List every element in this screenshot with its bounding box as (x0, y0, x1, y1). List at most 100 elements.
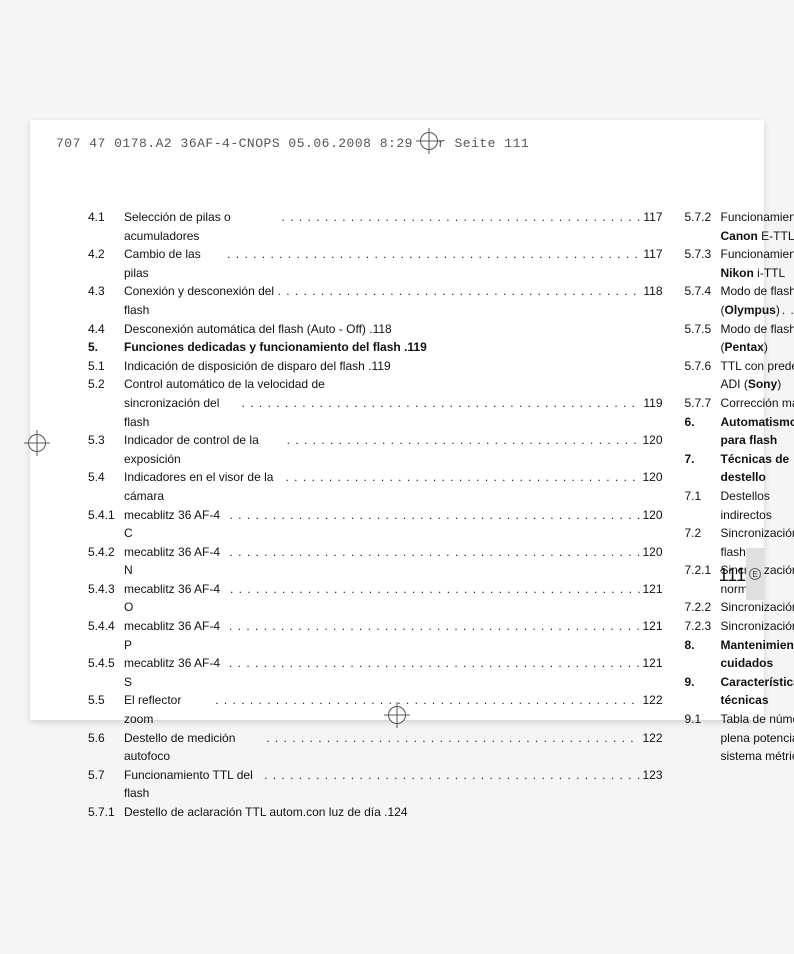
toc-number: 5.1 (88, 357, 124, 376)
toc-entry: 7.2.2 Sincronización a la 2ªcortinilla (… (685, 598, 794, 617)
toc-page: 120 (642, 506, 662, 525)
toc-title: Automatismo programado para flash (721, 413, 794, 450)
toc-title: Conexión y desconexión del flash (124, 282, 276, 319)
toc-page: .124 (381, 803, 408, 822)
toc-title: Modo de flash TTL con predestellos de me… (721, 282, 794, 301)
toc-entry: 5.7.6 TTL con predestello y medición ADI… (685, 357, 794, 394)
toc-leader (266, 729, 640, 748)
page-number: 111 (719, 565, 746, 586)
toc-entry: 7.2.3 Sincronización de velocidad lenta … (685, 617, 794, 636)
toc-number: 5.4.3 (88, 580, 124, 599)
toc-leader (278, 282, 642, 301)
toc-number: 5.6 (88, 729, 124, 748)
toc-title: TTL con predestello y medición ADI (Sony… (721, 357, 794, 394)
toc-number: 9.1 (685, 710, 721, 729)
toc-number: 5.4.5 (88, 654, 124, 673)
toc-page: 118 (643, 282, 662, 301)
toc-title: Sincronización a la 2ªcortinilla (modo R… (721, 598, 794, 617)
toc-entry: 4.3 Conexión y desconexión del flash 118 (88, 282, 663, 319)
toc-leader (229, 506, 640, 525)
toc-page: 121 (642, 580, 662, 599)
toc-number: 4.3 (88, 282, 124, 301)
toc-entry: 5.4.2 mecablitz 36 AF-4 N 120 (88, 543, 663, 580)
toc-column-right: 5.7.2 Funcionamiento del flash Canon E-T… (685, 208, 794, 822)
toc-number: 5.3 (88, 431, 124, 450)
language-tab: E (746, 548, 764, 600)
toc-leader (287, 431, 641, 450)
toc-title: Tabla de números guía del mecablitz para (721, 710, 794, 729)
toc-title: Características técnicas (721, 673, 794, 710)
toc-entry: 5. Funciones dedicadas y funcionamiento … (88, 338, 663, 357)
toc-entry: 5.7.2 Funcionamiento del flash Canon E-T… (685, 208, 794, 245)
toc-number: 5.7.3 (685, 245, 721, 264)
toc-entry: 7.2 Sincronización del flash 129 (685, 524, 794, 561)
toc-title: Destello de medición autofoco (124, 729, 264, 766)
toc-number: 5.4.2 (88, 543, 124, 562)
toc-leader (264, 766, 640, 785)
registration-mark (416, 128, 442, 154)
toc-title: plena potencia de luz, en el sistema mét… (721, 729, 794, 766)
toc-entry: 5.7.7 Corrección manual de la exposición… (685, 394, 794, 413)
toc-title: Funcionamiento del flash Canon E-TTL (721, 208, 794, 245)
toc-entry: 5.4.5 mecablitz 36 AF-4 S 121 (88, 654, 663, 691)
registration-mark (24, 430, 50, 456)
toc-number: 5.7.7 (685, 394, 721, 413)
toc-number: 5.7 (88, 766, 124, 785)
toc-title: Funciones dedicadas y funcionamiento del… (124, 338, 401, 357)
toc-entry: 9.1 Tabla de números guía del mecablitz … (685, 710, 794, 729)
toc-leader (242, 394, 642, 413)
toc-title: Indicadores en el visor de la cámara (124, 468, 283, 505)
toc-number: 5.4 (88, 468, 124, 487)
toc-title: Técnicas de destello (721, 450, 794, 487)
toc-leader (229, 617, 640, 636)
toc-title: Sincronización de velocidad lenta / SLOW (721, 617, 794, 636)
toc-entry: 5.7.3 Funcionamiento del flash Nikon i-T… (685, 245, 794, 282)
toc-title: mecablitz 36 AF-4 P (124, 617, 227, 654)
toc-entry: 9. Características técnicas 131 (685, 673, 794, 710)
toc-number: 9. (685, 673, 721, 692)
toc-title: Funcionamiento del flash Nikon i-TTL (721, 245, 794, 282)
toc-number: 4.4 (88, 320, 124, 339)
toc-title: Selección de pilas o acumuladores (124, 208, 280, 245)
toc-number: 5.2 (88, 375, 124, 394)
toc-leader (227, 245, 641, 264)
registration-mark (384, 702, 410, 728)
toc-column-left: 4.1 Selección de pilas o acumuladores 11… (88, 208, 663, 822)
toc-entry-continuation: plena potencia de luz, en el sistema mét… (685, 729, 794, 766)
toc-leader (282, 208, 642, 227)
toc-number: 4.2 (88, 245, 124, 264)
toc-entry-continuation: sincronización del flash 119 (88, 394, 663, 431)
toc-entry: 5.7.1 Destello de aclaración TTL autom.c… (88, 803, 663, 822)
toc-title: (Olympus) (721, 301, 780, 320)
toc-columns: 4.1 Selección de pilas o acumuladores 11… (88, 208, 742, 822)
toc-entry: 5.1 Indicación de disposición de disparo… (88, 357, 663, 376)
toc-entry: 8. Mantenimiento y cuidados 130 (685, 636, 794, 673)
toc-page: 120 (642, 431, 662, 450)
toc-title: mecablitz 36 AF-4 N (124, 543, 227, 580)
toc-leader (229, 654, 640, 673)
toc-title: Indicación de disposición de disparo del… (124, 357, 365, 376)
toc-entry: 5.4 Indicadores en el visor de la cámara… (88, 468, 663, 505)
toc-page: .119 (365, 357, 391, 376)
toc-number: 5.4.1 (88, 506, 124, 525)
toc-number: 5. (88, 338, 124, 357)
toc-number: 5.4.4 (88, 617, 124, 636)
toc-page: 123 (642, 766, 662, 785)
toc-title: Destello de aclaración TTL autom.con luz… (124, 803, 381, 822)
toc-entry: 7.1 Destellos indirectos 128 (685, 487, 794, 524)
language-tab-label: E (749, 568, 761, 580)
toc-entry: 5.4.1 mecablitz 36 AF-4 C 120 (88, 506, 663, 543)
toc-entry: 5.4.3 mecablitz 36 AF-4 O 121 (88, 580, 663, 617)
toc-page: 122 (642, 729, 662, 748)
toc-title: mecablitz 36 AF-4 C (124, 506, 227, 543)
toc-number: 7.1 (685, 487, 721, 506)
toc-title: mecablitz 36 AF-4 O (124, 580, 228, 617)
toc-page: 121 (642, 617, 662, 636)
toc-number: 5.7.2 (685, 208, 721, 227)
toc-title: sincronización del flash (124, 394, 240, 431)
toc-entry: 4.2 Cambio de las pilas 117 (88, 245, 663, 282)
toc-number: 6. (685, 413, 721, 432)
toc-entry: 5.4.4 mecablitz 36 AF-4 P 121 (88, 617, 663, 654)
toc-leader (229, 543, 640, 562)
toc-entry: 5.7.4 Modo de flash TTL con predestellos… (685, 282, 794, 301)
